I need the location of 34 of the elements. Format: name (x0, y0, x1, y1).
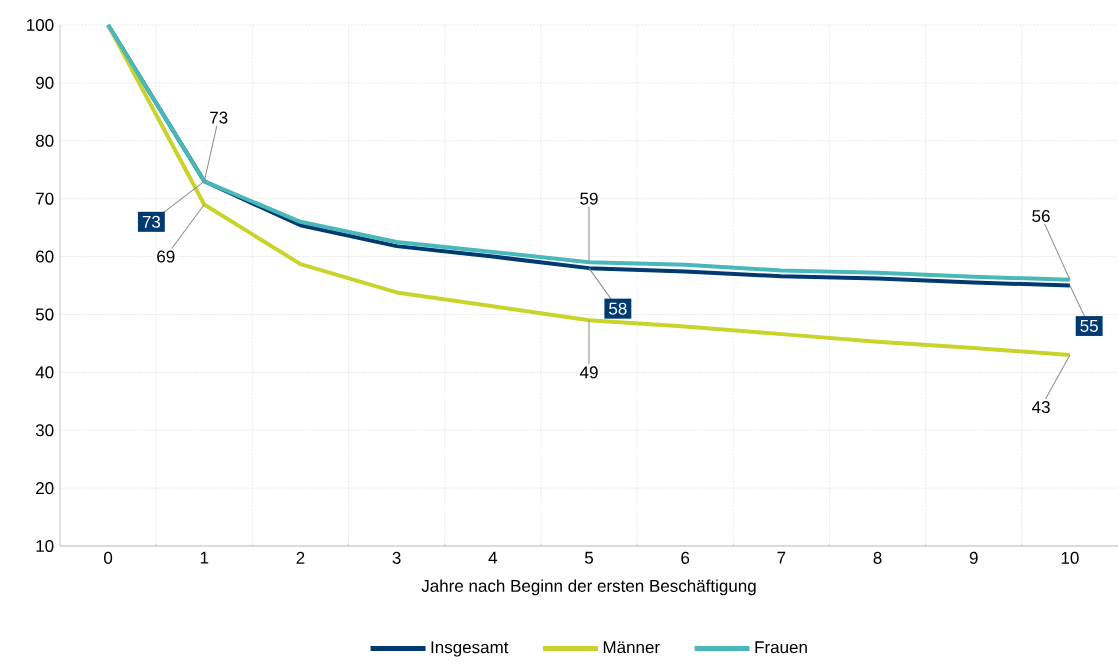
y-tick-label: 20 (36, 482, 54, 495)
data-label: 43 (1032, 401, 1050, 414)
data-label: 73 (210, 111, 228, 124)
x-tick-label: 3 (392, 551, 401, 564)
y-tick-label: 80 (35, 134, 54, 147)
legend-label: Frauen (755, 641, 807, 654)
y-tick-label: 40 (35, 366, 54, 379)
x-tick-label: 4 (488, 551, 498, 564)
data-label: 49 (579, 366, 598, 379)
x-axis-title: Jahre nach Beginn der ersten Beschäftigung (421, 579, 756, 596)
data-label: 56 (1032, 210, 1050, 223)
y-tick-label: 50 (35, 308, 54, 321)
x-tick-label: 9 (969, 551, 978, 564)
y-tick-label: 10 (36, 539, 54, 553)
x-tick-label: 8 (873, 551, 882, 564)
y-tick-label: 90 (36, 76, 54, 89)
x-tick-label: 0 (104, 551, 113, 564)
x-tick-label: 10 (1061, 551, 1079, 564)
y-tick-label: 30 (35, 424, 54, 437)
data-label: 58 (609, 302, 627, 315)
legend-label: Männer (603, 641, 660, 654)
y-tick-label: 70 (36, 192, 54, 205)
data-label: 59 (580, 192, 598, 205)
x-tick-label: 5 (584, 551, 594, 564)
data-label: 69 (157, 250, 175, 263)
x-tick-label: 1 (200, 551, 209, 564)
data-label: 55 (1080, 320, 1098, 332)
data-label: 73 (142, 215, 161, 228)
y-tick-label: 60 (36, 250, 54, 263)
x-tick-label: 7 (777, 551, 786, 564)
x-tick-label: 2 (296, 551, 305, 564)
x-tick-label: 6 (681, 551, 690, 564)
legend-label: Insgesamt (431, 641, 509, 657)
y-tick-label: 100 (27, 18, 54, 32)
